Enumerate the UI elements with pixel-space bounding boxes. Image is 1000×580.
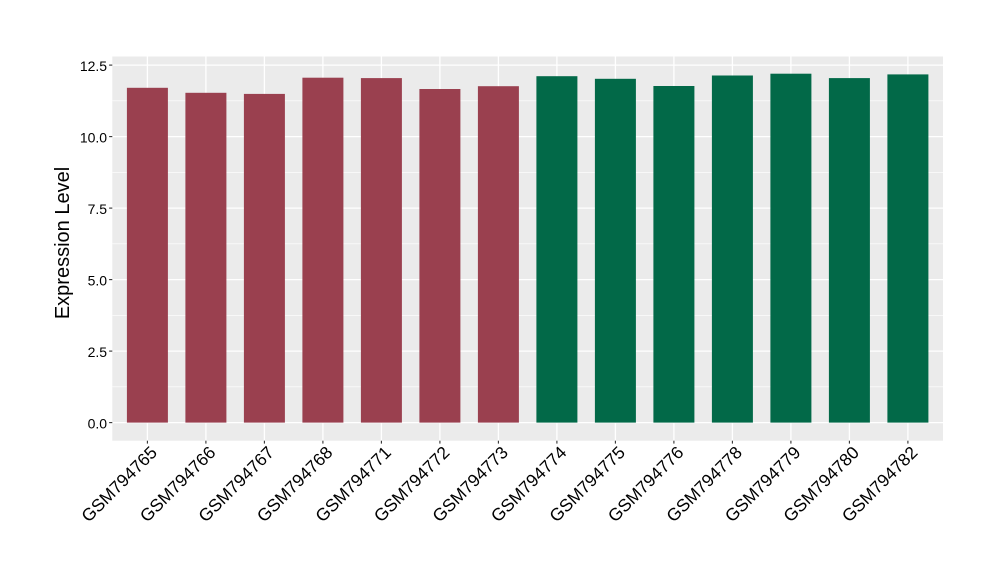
svg-text:5.0: 5.0 bbox=[88, 272, 108, 288]
svg-text:10.0: 10.0 bbox=[80, 129, 107, 145]
svg-text:12.5: 12.5 bbox=[80, 58, 107, 74]
svg-text:2.5: 2.5 bbox=[88, 344, 108, 360]
svg-text:Expression Level: Expression Level bbox=[52, 167, 74, 319]
svg-text:0.0: 0.0 bbox=[88, 415, 108, 431]
svg-text:7.5: 7.5 bbox=[88, 201, 108, 217]
